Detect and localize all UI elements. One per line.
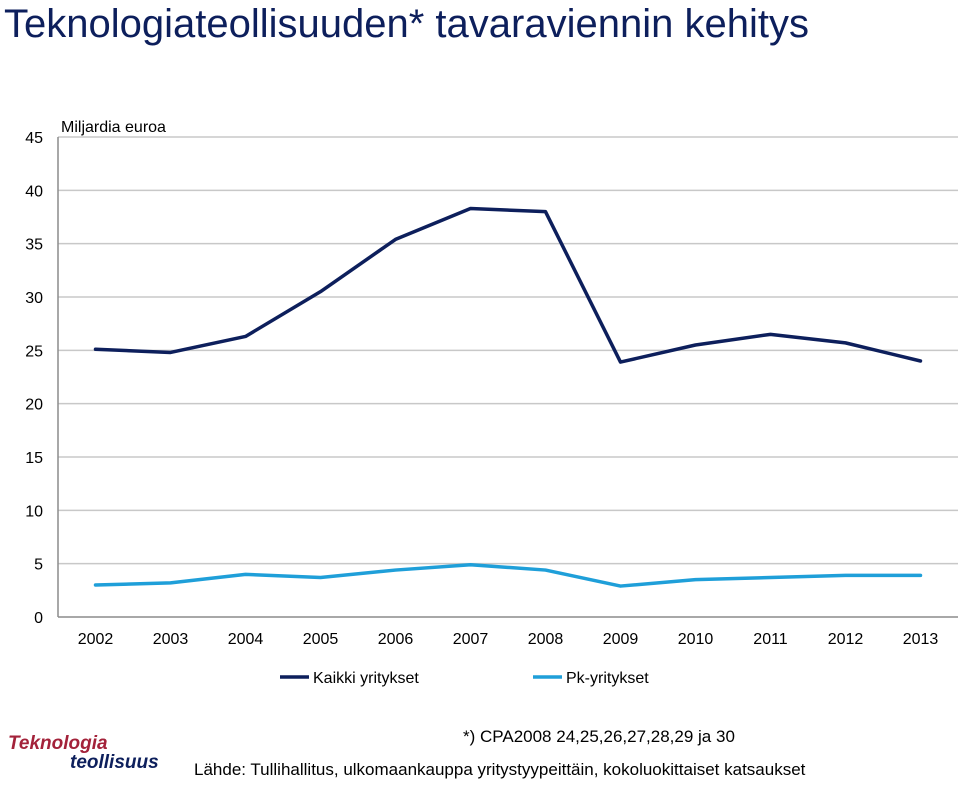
series-lines (93, 206, 923, 588)
chart-title: Teknologiateollisuuden* tavaraviennin ke… (4, 2, 809, 46)
series-line-0 (93, 206, 923, 364)
legend-label: Pk-yritykset (566, 670, 649, 687)
y-tick-label: 10 (25, 503, 43, 520)
y-tick-label: 45 (25, 130, 43, 147)
x-tick-label: 2003 (153, 631, 189, 648)
x-tick-label: 2007 (453, 631, 489, 648)
legend: Kaikki yritykset Pk-yritykset (280, 670, 649, 687)
y-tick-label: 30 (25, 290, 43, 307)
y-tick-label: 5 (34, 557, 43, 574)
y-tick-label: 20 (25, 397, 43, 414)
logo-line2: teollisuus (70, 752, 159, 772)
x-tick-label: 2010 (678, 631, 714, 648)
y-axis-label: Miljardia euroa (61, 119, 166, 136)
x-axis-ticks: 2002 2003 2004 2005 2006 2007 2008 2009 2010 2011… (78, 631, 939, 648)
series-line-1 (93, 562, 923, 588)
y-tick-label: 15 (25, 450, 43, 467)
teknologiateollisuus-logo: Teknologia teollisuus (8, 733, 159, 772)
x-tick-label: 2008 (528, 631, 564, 648)
x-tick-label: 2004 (228, 631, 264, 648)
x-tick-label: 2006 (378, 631, 414, 648)
y-tick-label: 40 (25, 183, 43, 200)
y-tick-label: 0 (34, 610, 43, 627)
y-axis-ticks: 0 5 10 15 20 25 30 35 40 45 (25, 130, 43, 627)
x-tick-label: 2012 (828, 631, 864, 648)
x-tick-label: 2009 (603, 631, 639, 648)
x-tick-label: 2002 (78, 631, 114, 648)
source-note: Lähde: Tullihallitus, ulkomaankauppa yri… (194, 760, 806, 779)
y-tick-label: 25 (25, 343, 43, 360)
footnote: *) CPA2008 24,25,26,27,28,29 ja 30 (463, 727, 735, 746)
legend-label: Kaikki yritykset (313, 670, 419, 687)
x-tick-label: 2011 (753, 631, 788, 648)
gridlines (57, 136, 958, 618)
x-tick-label: 2005 (303, 631, 339, 648)
x-tick-label: 2013 (903, 631, 939, 648)
logo-line1: Teknologia (8, 733, 108, 754)
y-tick-label: 35 (25, 237, 43, 254)
